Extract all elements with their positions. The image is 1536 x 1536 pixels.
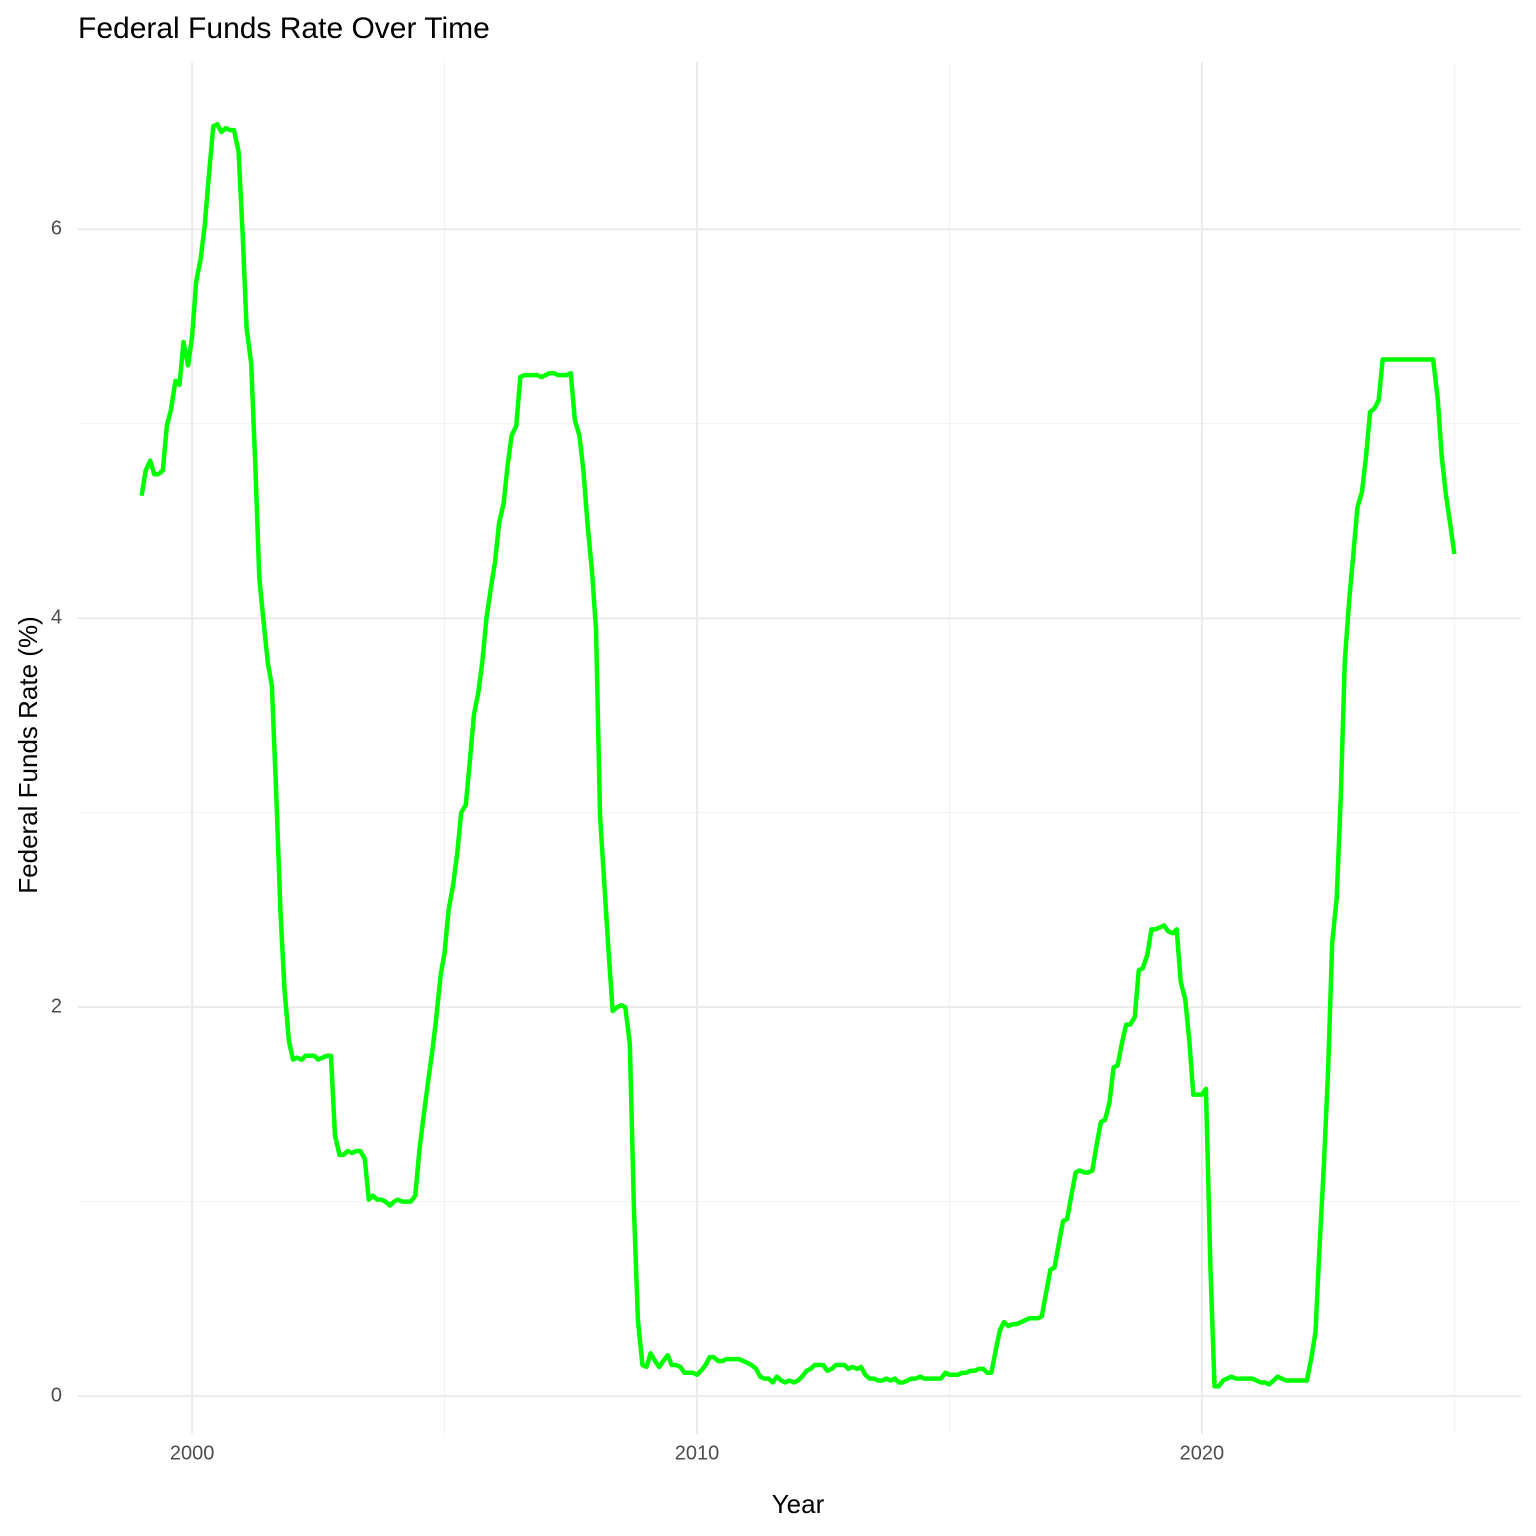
x-tick-label: 2000 bbox=[170, 1442, 215, 1464]
y-tick-label: 2 bbox=[51, 995, 62, 1017]
x-axis-title: Year bbox=[772, 1489, 825, 1519]
grid bbox=[78, 62, 1521, 1434]
y-tick-label: 4 bbox=[51, 606, 62, 628]
x-tick-label: 2020 bbox=[1180, 1442, 1225, 1464]
labels: 0 2 4 6 2000 2010 2020 bbox=[51, 218, 1224, 1465]
plot-marks bbox=[139, 121, 1457, 1389]
chart-title: Federal Funds Rate Over Time bbox=[78, 12, 490, 45]
x-tick-label: 2010 bbox=[675, 1442, 720, 1464]
y-axis-title: Federal Funds Rate (%) bbox=[13, 616, 43, 893]
rate-line bbox=[139, 121, 1457, 1389]
y-tick-label: 0 bbox=[51, 1384, 62, 1406]
y-tick-label: 6 bbox=[51, 218, 62, 240]
